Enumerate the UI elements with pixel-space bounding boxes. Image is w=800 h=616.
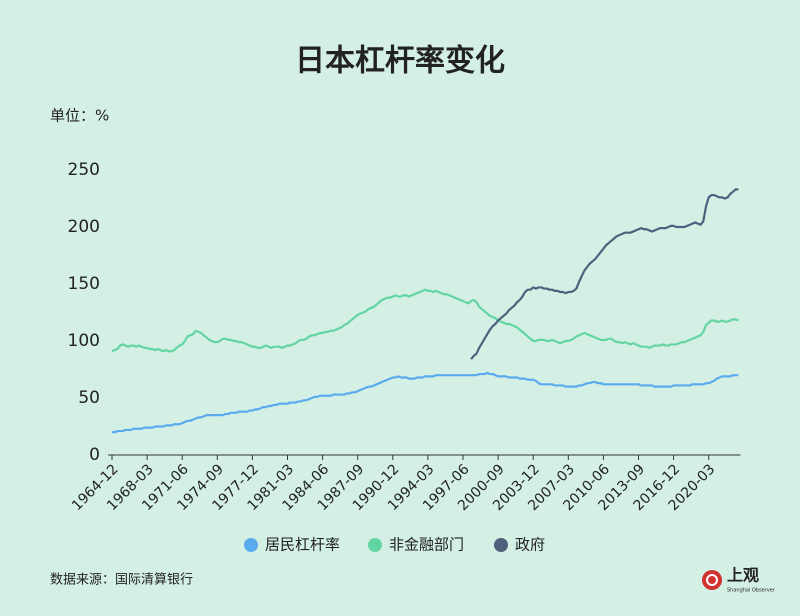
legend-marker xyxy=(494,538,508,552)
legend-marker xyxy=(368,538,382,552)
y-tick-label: 250 xyxy=(68,160,100,180)
y-tick-label: 100 xyxy=(68,331,100,351)
legend-label: 居民杠杆率 xyxy=(265,536,340,554)
unit-label: 单位：% xyxy=(50,107,109,125)
y-tick-label: 150 xyxy=(68,274,100,294)
y-tick-label: 50 xyxy=(78,388,100,408)
brand-name: 上观 xyxy=(727,566,759,585)
line-series xyxy=(111,288,739,353)
line-series xyxy=(470,188,739,360)
chart-title: 日本杠杆率变化 xyxy=(295,44,505,79)
line-series xyxy=(112,371,739,434)
source: 数据来源：国际清算银行 xyxy=(50,573,193,588)
logo-icon xyxy=(702,570,722,590)
brand-subtitle: Shanghai Observer xyxy=(727,588,776,594)
legend-marker xyxy=(244,538,258,552)
legend-label: 非金融部门 xyxy=(389,536,464,554)
legend-label: 政府 xyxy=(515,536,545,554)
logo: 上观 Shanghai Observer xyxy=(702,566,776,594)
logo-icon-ring xyxy=(706,574,718,586)
y-tick-label: 0 xyxy=(89,445,100,465)
y-tick-label: 200 xyxy=(68,217,100,237)
